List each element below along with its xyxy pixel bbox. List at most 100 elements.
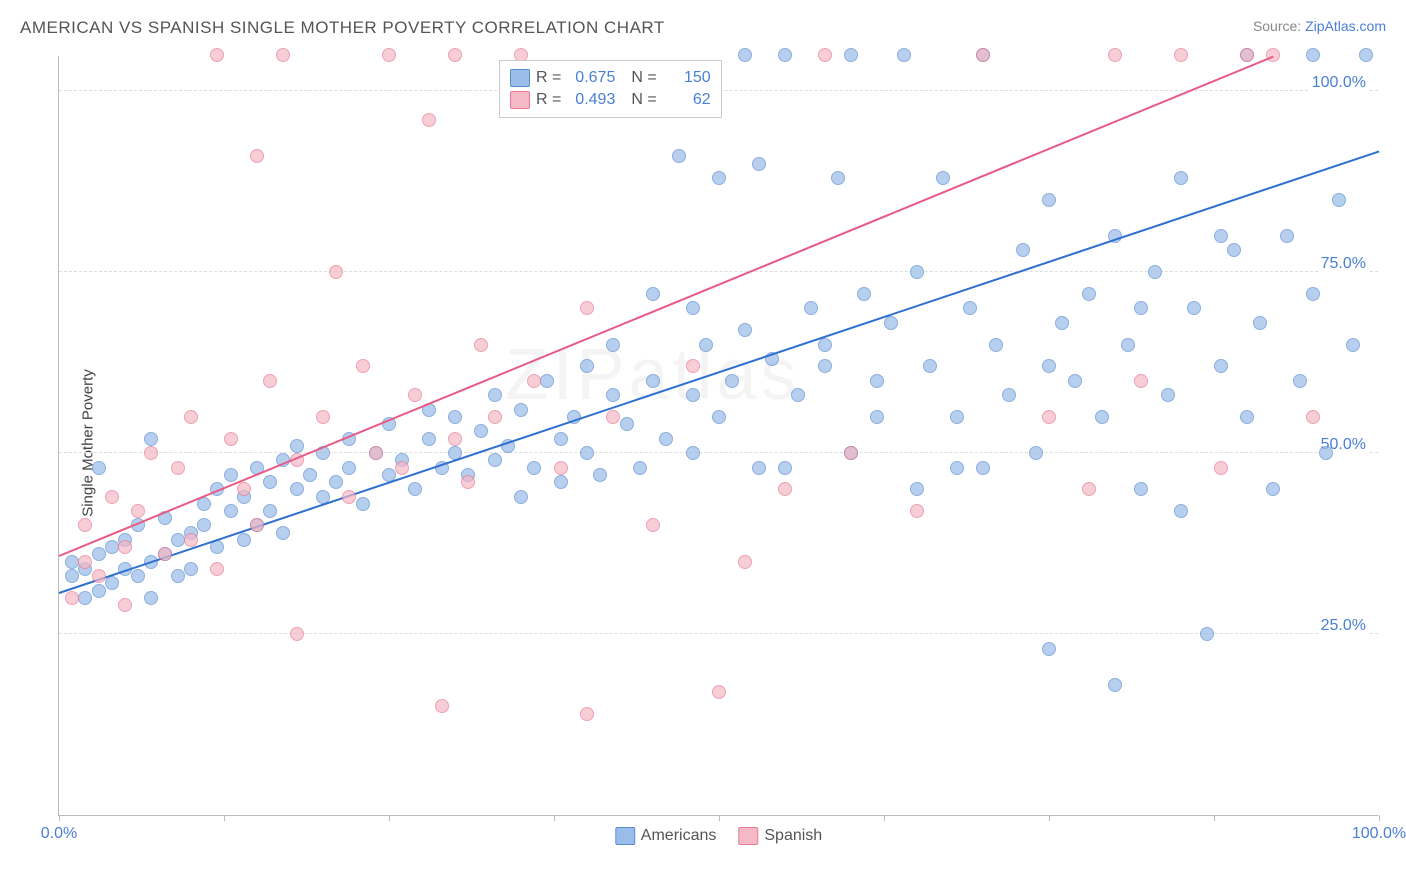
data-point — [1266, 48, 1280, 62]
data-point — [857, 287, 871, 301]
data-point — [435, 699, 449, 713]
data-point — [276, 48, 290, 62]
data-point — [78, 518, 92, 532]
n-label: N = — [631, 89, 656, 111]
data-point — [1095, 410, 1109, 424]
data-point — [1082, 287, 1096, 301]
data-point — [105, 490, 119, 504]
data-point — [290, 439, 304, 453]
data-point — [461, 475, 475, 489]
data-point — [92, 569, 106, 583]
data-point — [672, 149, 686, 163]
data-point — [488, 410, 502, 424]
data-point — [580, 446, 594, 460]
r-value: 0.493 — [567, 89, 615, 111]
data-point — [1042, 359, 1056, 373]
data-point — [1068, 374, 1082, 388]
data-point — [989, 338, 1003, 352]
data-point — [976, 461, 990, 475]
data-point — [210, 562, 224, 576]
data-point — [514, 403, 528, 417]
n-value: 62 — [663, 89, 711, 111]
data-point — [171, 461, 185, 475]
x-tick — [1049, 815, 1050, 821]
data-point — [237, 533, 251, 547]
data-point — [712, 410, 726, 424]
legend-swatch — [510, 91, 530, 109]
data-point — [448, 410, 462, 424]
data-point — [65, 555, 79, 569]
data-point — [118, 598, 132, 612]
data-point — [1174, 48, 1188, 62]
data-point — [237, 482, 251, 496]
legend-item: Spanish — [738, 827, 822, 845]
stats-legend-row: R = 0.493 N = 62 — [510, 89, 711, 111]
data-point — [395, 461, 409, 475]
r-label: R = — [536, 89, 561, 111]
data-point — [844, 446, 858, 460]
data-point — [1121, 338, 1135, 352]
legend-swatch — [738, 827, 758, 845]
source-link[interactable]: ZipAtlas.com — [1305, 18, 1386, 34]
data-point — [1055, 316, 1069, 330]
data-point — [1227, 243, 1241, 257]
data-point — [316, 410, 330, 424]
gridline-h — [59, 633, 1378, 634]
data-point — [1134, 374, 1148, 388]
data-point — [1332, 193, 1346, 207]
data-point — [290, 482, 304, 496]
data-point — [92, 547, 106, 561]
r-value: 0.675 — [567, 67, 615, 89]
data-point — [131, 569, 145, 583]
x-tick — [719, 815, 720, 821]
chart-header: AMERICAN VS SPANISH SINGLE MOTHER POVERT… — [0, 0, 1406, 46]
x-tick-label: 100.0% — [1352, 825, 1406, 843]
data-point — [593, 468, 607, 482]
data-point — [197, 518, 211, 532]
data-point — [105, 576, 119, 590]
data-point — [1108, 48, 1122, 62]
data-point — [290, 627, 304, 641]
data-point — [422, 113, 436, 127]
data-point — [78, 555, 92, 569]
legend-swatch — [615, 827, 635, 845]
data-point — [791, 388, 805, 402]
x-tick — [554, 815, 555, 821]
data-point — [1359, 48, 1373, 62]
data-point — [474, 424, 488, 438]
data-point — [408, 388, 422, 402]
data-point — [118, 540, 132, 554]
data-point — [923, 359, 937, 373]
data-point — [1280, 229, 1294, 243]
data-point — [1306, 48, 1320, 62]
gridline-h — [59, 271, 1378, 272]
data-point — [1082, 482, 1096, 496]
data-point — [1214, 229, 1228, 243]
data-point — [646, 374, 660, 388]
data-point — [158, 547, 172, 561]
data-point — [936, 171, 950, 185]
chart-source: Source: ZipAtlas.com — [1253, 18, 1386, 34]
x-tick — [59, 815, 60, 821]
x-tick — [1379, 815, 1380, 821]
data-point — [818, 48, 832, 62]
data-point — [488, 388, 502, 402]
data-point — [342, 490, 356, 504]
data-point — [646, 518, 660, 532]
data-point — [738, 555, 752, 569]
data-point — [1346, 338, 1360, 352]
data-point — [224, 504, 238, 518]
data-point — [870, 374, 884, 388]
data-point — [897, 48, 911, 62]
data-point — [606, 388, 620, 402]
data-point — [1002, 388, 1016, 402]
data-point — [540, 374, 554, 388]
source-prefix: Source: — [1253, 18, 1305, 34]
data-point — [1174, 504, 1188, 518]
data-point — [92, 584, 106, 598]
data-point — [1319, 446, 1333, 460]
data-point — [1240, 410, 1254, 424]
n-label: N = — [631, 67, 656, 89]
data-point — [844, 48, 858, 62]
data-point — [818, 359, 832, 373]
